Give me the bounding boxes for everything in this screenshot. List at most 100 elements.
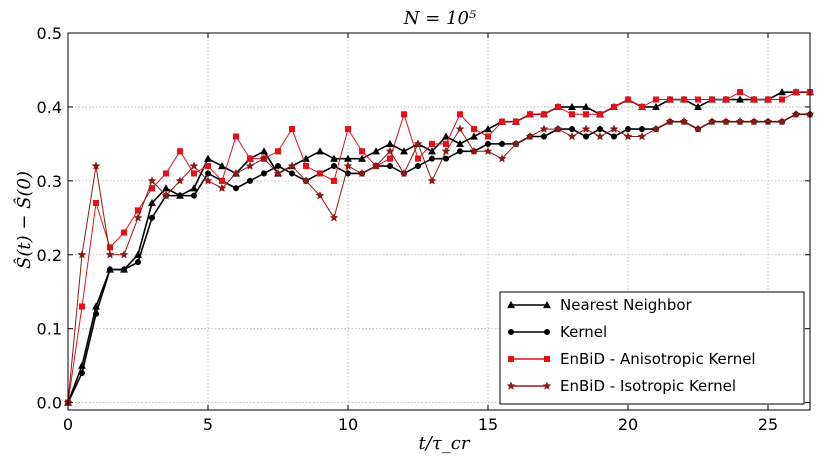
data-point: [343, 161, 353, 170]
data-point: [147, 176, 157, 185]
x-tick-label: 0: [63, 415, 73, 434]
x-tick-label: 10: [338, 415, 358, 434]
data-point: [483, 146, 493, 156]
data-point: [693, 124, 703, 133]
x-tick-label: 20: [618, 415, 638, 434]
data-point: [595, 131, 605, 141]
data-point: [386, 155, 394, 162]
data-point: [679, 117, 689, 126]
data-point: [287, 161, 297, 170]
data-point: [400, 111, 408, 118]
data-point: [456, 148, 464, 155]
data-point: [483, 124, 493, 133]
data-point: [92, 310, 100, 317]
data-point: [147, 198, 157, 207]
legend-label: EnBiD - Isotropic Kernel: [560, 377, 736, 395]
data-point: [484, 140, 492, 147]
data-point: [315, 147, 325, 155]
data-point: [777, 88, 787, 96]
data-point: [469, 132, 479, 140]
data-point: [190, 170, 198, 177]
data-point: [414, 163, 422, 170]
data-point: [78, 369, 86, 377]
data-point: [512, 118, 520, 125]
series-star: [63, 109, 815, 407]
data-point: [665, 117, 675, 126]
y-tick-label: 0.4: [37, 98, 62, 117]
data-point: [526, 111, 534, 118]
data-point: [497, 154, 507, 163]
data-point: [539, 124, 549, 133]
data-point: [484, 133, 492, 140]
data-point: [175, 176, 185, 185]
data-point: [427, 176, 437, 185]
data-point: [735, 117, 745, 126]
data-point: [105, 250, 115, 259]
data-point: [357, 168, 367, 178]
data-point: [567, 102, 577, 111]
data-point: [288, 170, 296, 177]
data-point: [624, 126, 632, 133]
legend-entry: EnBiD - Isotropic Kernel: [506, 377, 736, 395]
data-point: [582, 111, 590, 118]
legend-marker: [506, 300, 516, 309]
data-point: [231, 168, 241, 178]
data-point: [119, 250, 129, 259]
data-point: [442, 155, 450, 162]
data-point: [315, 190, 325, 200]
data-point: [568, 111, 576, 118]
data-point: [302, 163, 310, 170]
data-point: [246, 177, 254, 184]
data-point: [330, 163, 338, 170]
data-point: [133, 213, 143, 222]
y-tick-label: 0.2: [37, 246, 62, 265]
data-point: [721, 117, 731, 126]
data-point: [442, 140, 450, 147]
data-point: [329, 213, 339, 222]
data-point: [134, 259, 142, 266]
data-point: [428, 155, 436, 162]
data-point: [190, 192, 198, 199]
data-point: [288, 126, 296, 133]
data-point: [764, 96, 772, 103]
x-axis-ticks: 0 5 10 15 20 25: [63, 33, 778, 434]
legend: Nearest Neighbor Kernel EnBiD - Anisotropi…: [499, 291, 805, 405]
series-square: [64, 89, 814, 406]
legend-box: [499, 291, 805, 405]
data-point: [92, 199, 100, 207]
data-point: [596, 111, 604, 118]
data-point: [791, 109, 801, 119]
data-point: [189, 184, 199, 192]
data-point: [568, 126, 576, 133]
data-point: [274, 163, 282, 170]
data-point: [694, 96, 702, 103]
data-point: [329, 154, 339, 162]
data-point: [567, 131, 577, 141]
data-point: [77, 250, 87, 259]
y-tick-label: 0.3: [37, 172, 62, 191]
data-point: [498, 118, 506, 125]
data-point: [750, 96, 758, 103]
legend-marker: [542, 300, 552, 309]
data-point: [596, 126, 604, 133]
data-point: [428, 140, 436, 147]
plot-series: [63, 88, 815, 407]
y-axis-ticks: 0.0 0.1 0.2 0.3 0.4 0.5: [37, 24, 810, 413]
y-axis-title: Ŝ(t) − Ŝ(0): [12, 171, 35, 269]
data-point: [232, 185, 240, 192]
legend-entry: Nearest Neighbor: [506, 296, 693, 314]
data-point: [441, 132, 451, 140]
data-point: [203, 176, 213, 185]
legend-entry: EnBiD - Anisotropic Kernel: [507, 350, 756, 368]
data-point: [330, 177, 338, 184]
data-point: [455, 139, 465, 148]
y-tick-label: 0.0: [37, 394, 62, 413]
data-point: [469, 146, 479, 156]
data-point: [582, 133, 590, 140]
legend-marker: [506, 381, 516, 390]
data-point: [624, 96, 632, 103]
data-point: [610, 103, 618, 110]
legend-entry: Kernel: [507, 323, 607, 341]
data-point: [204, 163, 212, 170]
